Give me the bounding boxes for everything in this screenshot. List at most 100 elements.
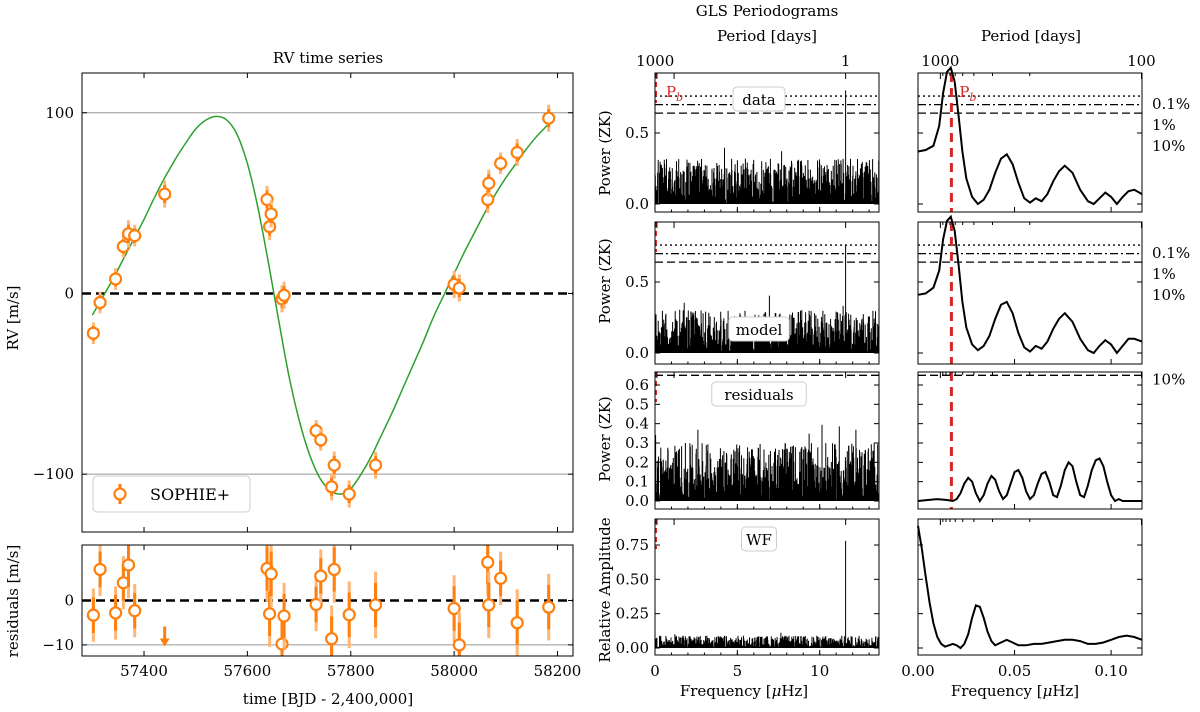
rv-data-point bbox=[542, 111, 556, 125]
residual-data-point bbox=[128, 604, 142, 618]
rv-ylabel: RV [m/s] bbox=[4, 285, 22, 350]
y-tick-label: 0.1 bbox=[625, 473, 649, 491]
legend-box bbox=[92, 475, 251, 513]
periodogram-spectrum bbox=[654, 424, 880, 501]
rv-ytick-label: 100 bbox=[45, 104, 74, 122]
time-xtick-label: 58000 bbox=[430, 662, 478, 680]
residual-data-point bbox=[368, 598, 383, 612]
zoom-periodogram-curve bbox=[917, 65, 1143, 206]
period-b-label: Pb bbox=[959, 83, 976, 104]
rv-data-point bbox=[158, 187, 172, 201]
residual-offscale-arrow bbox=[159, 638, 170, 647]
power-ylabel-1: Power (ZK) bbox=[596, 110, 614, 196]
gls-zoom-panel-residuals: 10% bbox=[917, 370, 1185, 510]
residual-data-point bbox=[494, 571, 508, 585]
residual-data-point bbox=[481, 555, 495, 569]
residual-data-point bbox=[277, 609, 291, 623]
rv-data-point bbox=[93, 295, 107, 310]
rv-title: RV time series bbox=[273, 49, 383, 67]
period-b-subscript: b bbox=[676, 91, 683, 104]
panel-label-data: data bbox=[742, 91, 776, 109]
residual-data-point bbox=[327, 562, 341, 577]
residual-data-point bbox=[121, 558, 136, 572]
y-tick-label: 0.5 bbox=[625, 395, 649, 413]
y-tick-label: 0.00 bbox=[616, 639, 649, 657]
fap-label: 0.1% bbox=[1152, 244, 1190, 262]
rv-data-point bbox=[86, 326, 100, 340]
freq-label-left-mu: μ bbox=[772, 682, 782, 700]
gls-axes-frame bbox=[654, 371, 880, 510]
period-b-subscript: b bbox=[970, 91, 977, 104]
gls-axes-frame bbox=[654, 221, 880, 365]
residual-data-point bbox=[510, 616, 524, 630]
residual-data-point bbox=[325, 632, 339, 646]
residual-data-point bbox=[452, 638, 466, 652]
gls-panel-data: 0.0 0.5 data Pb bbox=[625, 72, 880, 213]
residual-data-point bbox=[86, 608, 100, 622]
gls-xtick-label: 0 bbox=[650, 662, 660, 680]
freq-label-left-a: Frequency [ bbox=[680, 682, 772, 700]
fap-label: 1% bbox=[1152, 265, 1176, 283]
residual-data-point bbox=[108, 606, 123, 620]
gls-axes-frame bbox=[654, 72, 880, 213]
rv-ytick-label: 0 bbox=[64, 284, 74, 302]
fap-label: 0.1% bbox=[1152, 95, 1190, 113]
panel-label-model: model bbox=[736, 321, 783, 339]
zoom-periodogram-curve bbox=[917, 214, 1143, 355]
frequency-xlabel-left: Frequency [μHz] bbox=[680, 682, 808, 700]
zoom-xtick-label: 0.05 bbox=[998, 662, 1031, 680]
rv-ytick-label: −100 bbox=[33, 465, 74, 483]
periodogram-spectrum bbox=[654, 540, 880, 648]
zoom-axes-frame bbox=[917, 518, 1143, 656]
zoom-periodogram-curve bbox=[917, 457, 1142, 503]
gls-panel-residuals: 0.00.1 0.20.30.4 0.50.6 residuals bbox=[625, 371, 880, 510]
frequency-xlabel-right: Frequency [μHz] bbox=[951, 682, 1079, 700]
rv-data-point bbox=[277, 288, 291, 302]
period-top-label-right: Period [days] bbox=[981, 27, 1081, 45]
residual-ytick-label: 0 bbox=[64, 592, 74, 610]
legend-point-marker bbox=[113, 487, 127, 501]
gls-zoom-panel-data: 0.1% 1% 10% Pb bbox=[917, 65, 1190, 213]
rv-data-point bbox=[482, 176, 496, 190]
rv-data-point bbox=[128, 229, 142, 243]
y-tick-label: 0.6 bbox=[625, 376, 649, 394]
freq-label-right-mu: μ bbox=[1043, 682, 1053, 700]
rv-data-point bbox=[263, 220, 277, 234]
rv-data-point bbox=[325, 480, 339, 494]
panel-label-box bbox=[732, 86, 786, 112]
residual-data-point bbox=[542, 600, 556, 614]
panel-label-box bbox=[728, 316, 790, 342]
gls-periodogram-panels: 0.00.5dataPb0.00.5model0.00.10.20.30.40.… bbox=[616, 52, 880, 680]
time-xlabel: time [BJD - 2,400,000] bbox=[243, 690, 413, 708]
time-xtick-label: 57600 bbox=[224, 662, 272, 680]
residual-data-point bbox=[275, 637, 289, 651]
gls-zoom-panels: 0.1% 1% 10% Pb 0.1% 1% 10% 10% 0.00 0.05 0.10 1000 1… bbox=[901, 52, 1190, 680]
y-tick-label: 0.5 bbox=[625, 273, 649, 291]
gls-xtick-label: 10 bbox=[810, 662, 829, 680]
period-top-tick-label: 100 bbox=[1127, 52, 1156, 70]
gls-panel-model: 0.0 0.5 model bbox=[625, 221, 880, 365]
rv-time-series-panel: −100 0 100 SOPHIE+ bbox=[33, 72, 574, 533]
rv-data-point bbox=[452, 281, 466, 295]
y-tick-label: 0.50 bbox=[616, 570, 649, 588]
fap-label: 10% bbox=[1152, 286, 1185, 304]
rv-data-point bbox=[327, 458, 341, 472]
residual-data-point bbox=[447, 601, 461, 616]
rv-data-point bbox=[494, 156, 508, 170]
residuals-ylabel: residuals [m/s] bbox=[4, 545, 22, 658]
y-tick-label: 0.0 bbox=[625, 492, 649, 510]
residual-data-point bbox=[263, 607, 277, 621]
residual-ytick-label: −10 bbox=[42, 636, 74, 654]
panel-label-box bbox=[711, 381, 807, 407]
residual-data-point bbox=[309, 597, 323, 612]
gls-axes-frame bbox=[654, 518, 880, 656]
legend-label: SOPHIE+ bbox=[150, 485, 230, 504]
zoom-xtick-label: 0.00 bbox=[901, 662, 934, 680]
rv-axes-frame bbox=[81, 72, 574, 533]
time-xtick-label: 57800 bbox=[327, 662, 375, 680]
y-tick-label: 0.0 bbox=[625, 195, 649, 213]
gls-zoom-panel-model: 0.1% 1% 10% bbox=[917, 214, 1190, 365]
freq-label-left-b: Hz] bbox=[781, 682, 808, 700]
time-xtick-label: 58200 bbox=[534, 662, 582, 680]
